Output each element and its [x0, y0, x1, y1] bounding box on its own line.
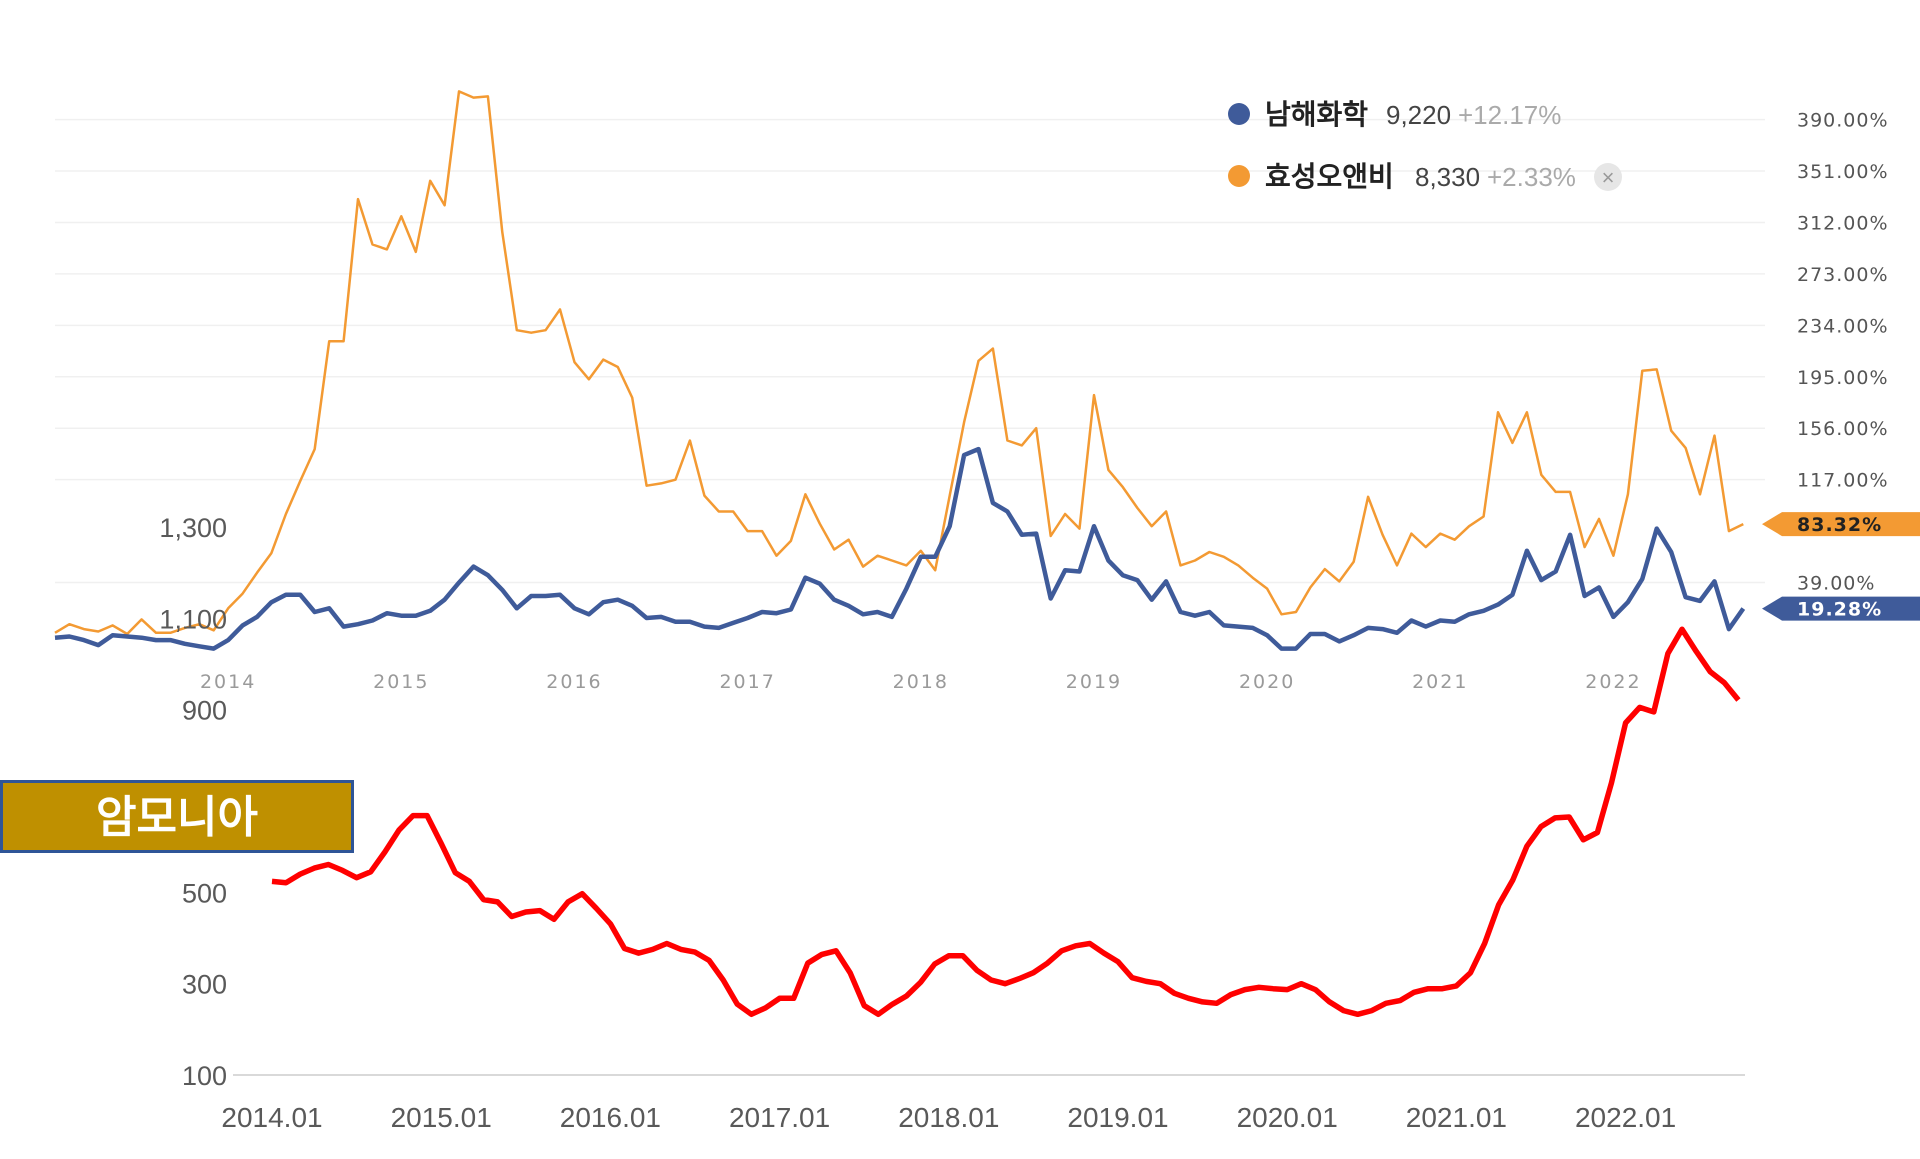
ammonia-x-tick-label: 2015.01	[391, 1102, 492, 1133]
ammonia-line-group	[271, 626, 1741, 1018]
year-tick-label: 2019	[1066, 671, 1122, 693]
legend-item-hyosung[interactable]: 효성오앤비 8,330 +2.33% ×	[1228, 161, 1622, 192]
ammonia-x-tick-label: 2019.01	[1067, 1102, 1168, 1133]
year-tick-label: 2022	[1585, 671, 1641, 693]
ammonia-x-tick-label: 2014.01	[221, 1102, 322, 1133]
stock-lines	[54, 90, 1746, 651]
percent-tick-label: 156.00%	[1797, 418, 1889, 440]
end-tag-hyosung: 83.32%	[1762, 512, 1920, 537]
end-value-tags: 19.28% 83.32%	[1762, 512, 1920, 621]
legend-name: 남해화학	[1265, 99, 1368, 130]
label-box-bg	[0, 780, 354, 853]
ammonia-label-box: 암모니아	[0, 780, 354, 853]
ammonia-y-tick-label: 500	[182, 878, 227, 908]
legend-dot-icon	[1228, 103, 1250, 125]
upper-year-axis: 2014 2015 2016 2017 2018 2019 2020 2021 2022	[200, 671, 1641, 693]
ammonia-y-tick-label: 1,100	[159, 604, 227, 634]
legend-dot-icon	[1228, 165, 1250, 187]
series-line-hyosung	[54, 90, 1744, 636]
series-line-ammonia	[271, 626, 1741, 1018]
percent-tick-label: 390.00%	[1797, 110, 1889, 132]
ammonia-y-axis: 1,300 1,100 900 500 300 100	[159, 513, 227, 1091]
series-line-namhae	[54, 446, 1746, 651]
legend-item-namhae[interactable]: 남해화학 9,220 +12.17%	[1228, 99, 1561, 130]
remove-series-button[interactable]: ×	[1594, 163, 1622, 191]
end-tag-namhae: 19.28%	[1762, 596, 1920, 621]
year-tick-label: 2021	[1412, 671, 1468, 693]
percent-tick-label: 273.00%	[1797, 264, 1889, 286]
percent-axis: 390.00% 351.00% 312.00% 273.00% 234.00% 195.0…	[1797, 110, 1889, 595]
end-tag-label: 83.32%	[1797, 514, 1882, 536]
year-tick-label: 2018	[893, 671, 949, 693]
ammonia-y-tick-label: 300	[182, 970, 227, 1000]
percent-tick-label: 39.00%	[1797, 573, 1875, 595]
percent-tick-label: 195.00%	[1797, 367, 1889, 389]
ammonia-x-tick-label: 2017.01	[729, 1102, 830, 1133]
percent-tick-label: 312.00%	[1797, 212, 1889, 234]
close-icon: ×	[1602, 165, 1615, 190]
year-tick-label: 2017	[719, 671, 775, 693]
year-tick-label: 2015	[373, 671, 429, 693]
tag-shape	[1762, 512, 1920, 537]
tag-shape	[1762, 596, 1920, 621]
ammonia-x-tick-label: 2021.01	[1406, 1102, 1507, 1133]
year-tick-label: 2020	[1239, 671, 1295, 693]
legend-change: +2.33%	[1487, 162, 1576, 192]
percent-tick-label: 117.00%	[1797, 470, 1889, 492]
end-tag-label: 19.28%	[1797, 599, 1882, 621]
legend: 남해화학 9,220 +12.17% 효성오앤비 8,330 +2.33% ×	[1228, 99, 1622, 192]
legend-price: 9,220	[1386, 100, 1451, 130]
ammonia-y-tick-label: 900	[182, 696, 227, 726]
legend-price: 8,330	[1415, 162, 1480, 192]
ammonia-x-tick-label: 2018.01	[898, 1102, 999, 1133]
percent-tick-label: 351.00%	[1797, 161, 1889, 183]
ammonia-y-tick-label: 1,300	[159, 513, 227, 543]
year-tick-label: 2014	[200, 671, 256, 693]
percent-tick-label: 234.00%	[1797, 315, 1889, 337]
ammonia-x-tick-label: 2016.01	[560, 1102, 661, 1133]
year-tick-label: 2016	[546, 671, 602, 693]
legend-name: 효성오앤비	[1265, 161, 1394, 192]
legend-change: +12.17%	[1458, 100, 1561, 130]
ammonia-x-tick-label: 2022.01	[1575, 1102, 1676, 1133]
label-box-text: 암모니아	[96, 793, 258, 842]
ammonia-x-tick-label: 2020.01	[1237, 1102, 1338, 1133]
ammonia-y-tick-label: 100	[182, 1061, 227, 1091]
close-icon-bg	[1594, 163, 1622, 191]
ammonia-x-axis: 2014.01 2015.01 2016.01 2017.01 2018.01 2019.…	[221, 1102, 1676, 1133]
